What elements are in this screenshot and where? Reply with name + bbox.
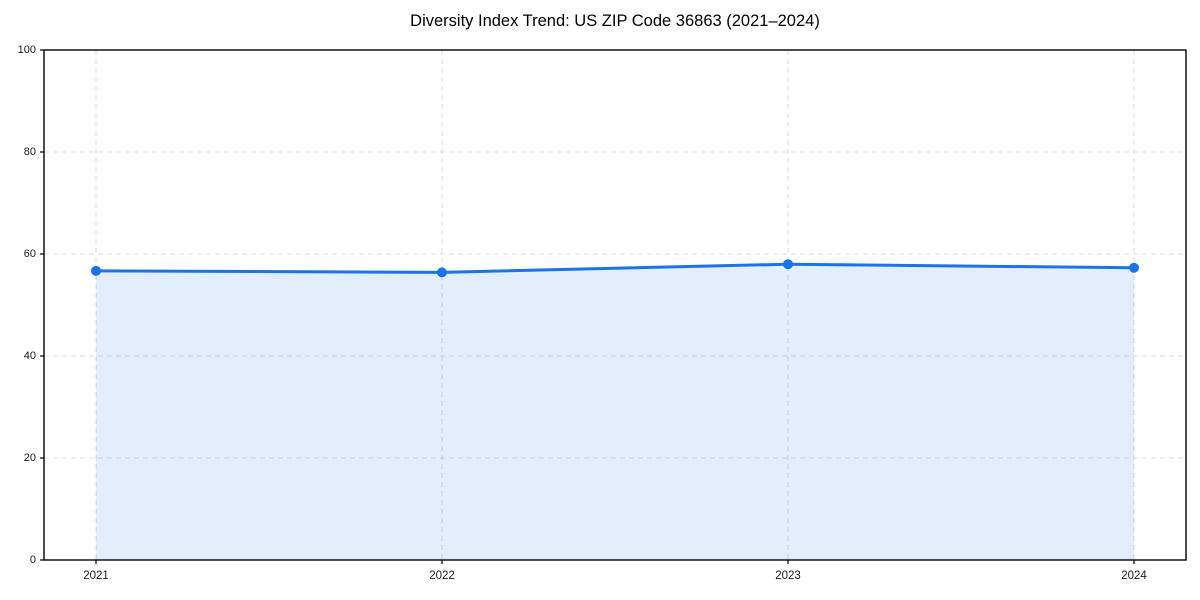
data-point-2023 [783, 259, 793, 270]
y-axis-tick-label: 40 [24, 350, 36, 362]
chart-title: Diversity Index Trend: US ZIP Code 36863… [410, 12, 820, 30]
data-point-2022 [437, 267, 447, 278]
y-axis-tick-label: 80 [24, 146, 36, 158]
y-axis-tick-label: 20 [24, 452, 36, 464]
x-axis-tick-label: 2022 [429, 570, 455, 582]
plot-border [43, 49, 1187, 561]
x-axis-tick-label: 2024 [1121, 570, 1147, 582]
x-axis-tick-label: 2023 [775, 570, 801, 582]
y-axis-tick-label: 100 [18, 44, 36, 56]
x-axis-tick-label: 2021 [83, 570, 109, 582]
y-axis-tick-label: 0 [30, 554, 36, 566]
data-point-2021 [91, 265, 101, 276]
data-point-2024 [1129, 262, 1139, 273]
trend-line [94, 262, 1136, 274]
y-axis-tick-label: 60 [24, 248, 36, 260]
area-fill [96, 264, 1134, 560]
